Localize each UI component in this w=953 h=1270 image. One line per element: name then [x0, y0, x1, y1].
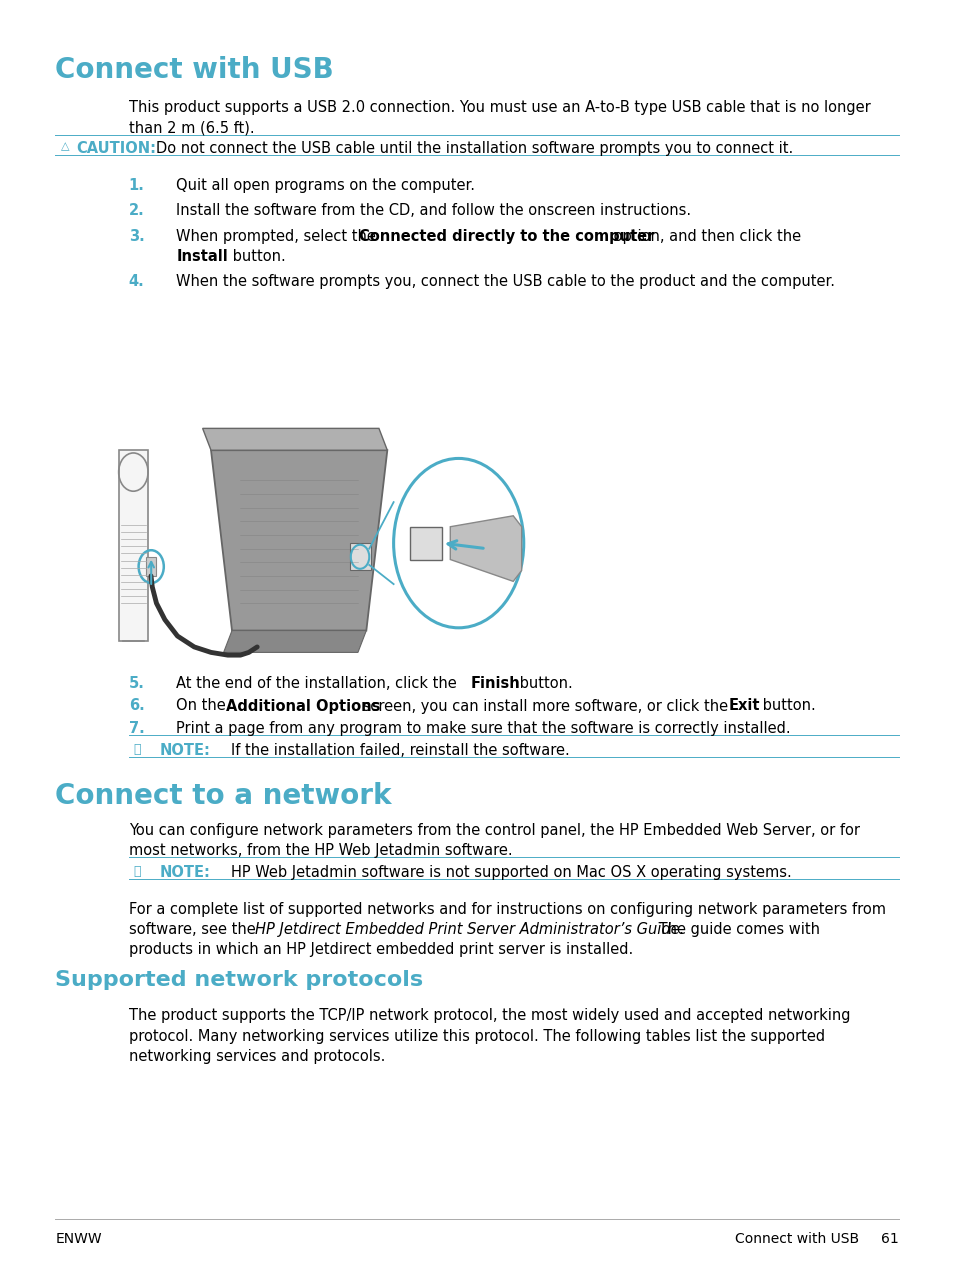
Text: Finish: Finish	[470, 676, 519, 691]
Text: software, see the: software, see the	[129, 922, 260, 937]
Text: Supported network protocols: Supported network protocols	[55, 970, 423, 991]
Text: Connect to a network: Connect to a network	[55, 782, 392, 810]
Polygon shape	[450, 516, 521, 582]
Text: 1.: 1.	[129, 178, 145, 193]
Text: △: △	[61, 141, 70, 151]
Text: 2.: 2.	[129, 203, 145, 218]
Text: Connect with USB: Connect with USB	[55, 56, 334, 84]
Text: 5.: 5.	[129, 676, 145, 691]
Text: CAUTION:: CAUTION:	[76, 141, 156, 156]
Text: Connect with USB     61: Connect with USB 61	[734, 1232, 898, 1246]
Text: Connected directly to the computer: Connected directly to the computer	[358, 229, 653, 244]
Text: HP Jetdirect Embedded Print Server Administrator’s Guide.: HP Jetdirect Embedded Print Server Admin…	[254, 922, 683, 937]
Text: If the installation failed, reinstall the software.: If the installation failed, reinstall th…	[231, 743, 569, 758]
Text: button.: button.	[758, 698, 815, 714]
Text: products in which an HP Jetdirect embedded print server is installed.: products in which an HP Jetdirect embedd…	[129, 942, 633, 958]
FancyBboxPatch shape	[410, 527, 441, 560]
Text: HP Web Jetadmin software is not supported on Mac OS X operating systems.: HP Web Jetadmin software is not supporte…	[231, 865, 791, 880]
Text: The guide comes with: The guide comes with	[653, 922, 820, 937]
Text: For a complete list of supported networks and for instructions on configuring ne: For a complete list of supported network…	[129, 902, 885, 917]
Text: When the software prompts you, connect the USB cable to the product and the comp: When the software prompts you, connect t…	[176, 274, 835, 290]
Bar	[146, 556, 156, 575]
Text: Print a page from any program to make sure that the software is correctly instal: Print a page from any program to make su…	[176, 721, 790, 737]
Bar	[349, 544, 370, 570]
Text: You can configure network parameters from the control panel, the HP Embedded Web: You can configure network parameters fro…	[129, 823, 859, 838]
Polygon shape	[202, 428, 387, 451]
Text: ⌗: ⌗	[133, 865, 141, 878]
Text: Do not connect the USB cable until the installation software prompts you to conn: Do not connect the USB cable until the i…	[155, 141, 792, 156]
Text: ENWW: ENWW	[55, 1232, 102, 1246]
Text: protocol. Many networking services utilize this protocol. The following tables l: protocol. Many networking services utili…	[129, 1029, 824, 1044]
Text: 4.: 4.	[129, 274, 145, 290]
Text: Install: Install	[176, 249, 228, 264]
Text: Exit: Exit	[728, 698, 760, 714]
Text: most networks, from the HP Web Jetadmin software.: most networks, from the HP Web Jetadmin …	[129, 843, 512, 859]
Text: ⌗: ⌗	[133, 743, 141, 756]
Text: button.: button.	[515, 676, 572, 691]
Text: Additional Options: Additional Options	[225, 698, 379, 714]
Text: NOTE:: NOTE:	[159, 865, 210, 880]
Text: This product supports a USB 2.0 connection. You must use an A-to-B type USB cabl: This product supports a USB 2.0 connecti…	[129, 100, 870, 116]
Text: 6.: 6.	[129, 698, 145, 714]
Text: On the: On the	[176, 698, 231, 714]
Text: networking services and protocols.: networking services and protocols.	[129, 1049, 385, 1064]
Polygon shape	[223, 630, 366, 653]
Polygon shape	[211, 451, 387, 630]
Text: At the end of the installation, click the: At the end of the installation, click th…	[176, 676, 461, 691]
Text: button.: button.	[228, 249, 285, 264]
Text: Quit all open programs on the computer.: Quit all open programs on the computer.	[176, 178, 475, 193]
Text: NOTE:: NOTE:	[159, 743, 210, 758]
Text: 3.: 3.	[129, 229, 145, 244]
Text: than 2 m (6.5 ft).: than 2 m (6.5 ft).	[129, 121, 254, 136]
Text: screen, you can install more software, or click the: screen, you can install more software, o…	[357, 698, 732, 714]
Text: 7.: 7.	[129, 721, 145, 737]
Text: Install the software from the CD, and follow the onscreen instructions.: Install the software from the CD, and fo…	[176, 203, 691, 218]
FancyBboxPatch shape	[118, 451, 148, 641]
Text: When prompted, select the: When prompted, select the	[176, 229, 380, 244]
Text: option, and then click the: option, and then click the	[608, 229, 800, 244]
Text: The product supports the TCP/IP network protocol, the most widely used and accep: The product supports the TCP/IP network …	[129, 1008, 849, 1024]
